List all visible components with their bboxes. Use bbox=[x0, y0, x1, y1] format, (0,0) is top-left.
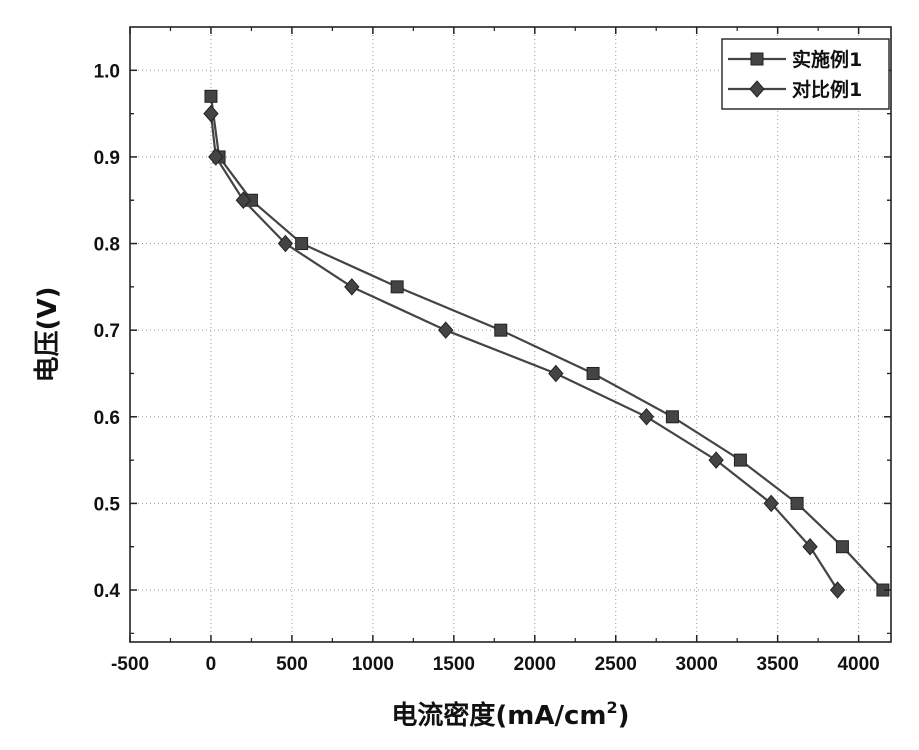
data-point-series-1 bbox=[586, 366, 600, 380]
x-tick-label: 1000 bbox=[352, 654, 394, 675]
data-point-series-2 bbox=[203, 104, 219, 123]
data-point-series-1 bbox=[390, 280, 404, 294]
grid-lines bbox=[129, 27, 891, 642]
y-tick-label: 0.8 bbox=[94, 235, 120, 256]
legend: 实施例1 对比例1 bbox=[721, 38, 890, 110]
x-tick-label: -500 bbox=[111, 654, 149, 675]
data-point-series-2 bbox=[708, 451, 724, 469]
data-series bbox=[203, 89, 890, 599]
data-point-series-1 bbox=[494, 323, 508, 337]
data-point-series-2 bbox=[763, 494, 779, 513]
x-axis-title: 电流密度(mA/cm2) bbox=[391, 698, 629, 731]
data-point-series-2 bbox=[829, 581, 846, 599]
legend-label-1: 实施例1 bbox=[792, 48, 862, 71]
data-point-series-2 bbox=[277, 234, 294, 253]
series-line-1 bbox=[209, 96, 884, 591]
x-tick-label: 2500 bbox=[595, 654, 637, 675]
x-tick-label: 4000 bbox=[837, 654, 879, 675]
y-tick-label: 0.5 bbox=[94, 494, 121, 515]
data-point-series-2 bbox=[548, 364, 564, 383]
x-tick-label: 0 bbox=[206, 654, 217, 675]
y-tick-label: 0.9 bbox=[94, 148, 120, 169]
legend-box bbox=[721, 38, 890, 110]
data-point-series-1 bbox=[835, 540, 849, 554]
data-point-series-2 bbox=[638, 408, 655, 426]
x-tick-label: 3500 bbox=[757, 654, 799, 675]
x-tick-label: 2000 bbox=[514, 654, 556, 675]
x-tick-label: 500 bbox=[276, 654, 308, 675]
y-tick-label: 1.0 bbox=[94, 61, 120, 82]
plot-frame bbox=[129, 26, 892, 643]
data-point-series-1 bbox=[790, 496, 804, 510]
data-point-series-1 bbox=[295, 237, 309, 251]
x-tick-label: 3000 bbox=[676, 654, 718, 675]
x-tick-label: 1500 bbox=[433, 654, 475, 675]
legend-marker-1 bbox=[750, 52, 764, 66]
data-point-series-2 bbox=[344, 278, 360, 296]
data-point-series-2 bbox=[235, 191, 252, 209]
data-point-series-2 bbox=[208, 148, 224, 166]
legend-marker-2 bbox=[749, 80, 765, 98]
y-axis-title: 电压(V) bbox=[33, 287, 63, 383]
data-point-series-2 bbox=[802, 537, 818, 556]
data-point-series-1 bbox=[204, 89, 218, 103]
legend-label-2: 对比例1 bbox=[792, 78, 862, 101]
data-point-series-1 bbox=[665, 410, 679, 424]
y-tick-label: 0.4 bbox=[94, 581, 121, 602]
data-point-series-1 bbox=[733, 453, 747, 467]
data-point-series-2 bbox=[438, 321, 454, 339]
y-tick-label: 0.6 bbox=[94, 408, 120, 429]
y-tick-label: 0.7 bbox=[94, 321, 120, 342]
series-line-2 bbox=[209, 113, 839, 591]
